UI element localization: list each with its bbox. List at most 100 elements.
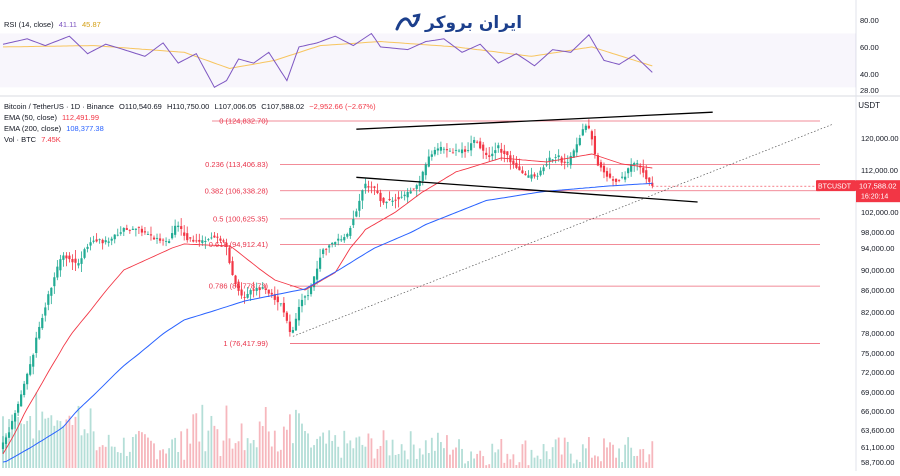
volume-bar (412, 444, 415, 468)
volume-bar (446, 435, 448, 468)
volume-bar (180, 431, 183, 468)
candle-body (210, 237, 213, 239)
candle-body (29, 364, 32, 375)
candle-body (291, 329, 295, 333)
volume-bar (587, 437, 590, 468)
price-axis-tick: 72,000.00 (861, 368, 894, 377)
ema200-label[interactable]: EMA (200, close) (4, 124, 62, 133)
volume-bar (606, 447, 608, 468)
volume-bar (316, 438, 318, 468)
candle-body (485, 152, 488, 156)
volume-bar (536, 455, 539, 468)
candle-body (104, 240, 107, 243)
candle-body (309, 286, 313, 295)
candle-body (569, 155, 572, 166)
candle-body (213, 235, 216, 238)
candle-body (65, 255, 68, 259)
volume-bar (639, 449, 642, 468)
candle-body (101, 239, 104, 244)
rsi-label: RSI (14, close) (4, 20, 54, 29)
candle-body (319, 257, 322, 269)
volume-bar (494, 452, 497, 468)
candle-body (479, 141, 482, 149)
volume-bar (328, 430, 331, 468)
candle-body (551, 159, 554, 161)
candle-body (364, 183, 367, 189)
candle-body (71, 259, 74, 263)
volume-bar (110, 446, 113, 468)
candle-body (518, 166, 521, 171)
price-axis-tick: 61,100.00 (861, 443, 894, 452)
price-axis-tick: 90,000.00 (861, 266, 894, 275)
candle-body (261, 287, 264, 289)
candle-body (201, 240, 204, 243)
volume-bar (171, 439, 174, 468)
volume-bar (319, 436, 321, 468)
candle-body (279, 303, 282, 305)
volume-label[interactable]: Vol · BTC (4, 135, 37, 144)
candle-body (352, 218, 355, 226)
candle-body (524, 173, 527, 176)
candle-body (488, 155, 491, 157)
candle-body (575, 144, 578, 153)
candle-body (174, 225, 177, 235)
volume-bar (630, 447, 633, 468)
volume-bar (201, 404, 204, 468)
candle-body (563, 161, 566, 163)
candle-body (636, 163, 639, 164)
volume-bar (11, 420, 13, 468)
volume-bar (195, 413, 198, 468)
volume-bar (355, 437, 358, 468)
rsi-axis-tick: 60.00 (860, 43, 879, 52)
candle-body (578, 138, 581, 146)
candle-body (355, 211, 358, 217)
candle-body (297, 307, 301, 321)
candle-body (134, 228, 137, 230)
candle-body (343, 237, 346, 241)
candle-body (633, 163, 636, 166)
candle-body (186, 233, 189, 241)
candle-body (168, 241, 171, 243)
candle-body (482, 144, 485, 151)
candle-body (403, 194, 406, 197)
volume-bar (104, 446, 107, 468)
volume-bar (322, 432, 325, 468)
volume-bar (282, 426, 285, 468)
candle-body (74, 258, 77, 263)
volume-bar (68, 415, 71, 468)
candle-body (285, 312, 288, 321)
candle-body (228, 247, 231, 263)
price-axis-tick: 75,000.00 (861, 349, 894, 358)
price-axis-tick: 120,000.00 (861, 134, 899, 143)
ema50-label[interactable]: EMA (50, close) (4, 113, 57, 122)
candle-body (581, 129, 584, 136)
rsi-axis-tick: 80.00 (860, 16, 879, 25)
candle-body (599, 162, 603, 168)
symbol-title[interactable]: Bitcoin / TetherUS · 1D · Binance (4, 102, 114, 111)
volume-bar (530, 449, 533, 468)
volume-bar (545, 451, 548, 468)
volume-bar (361, 444, 364, 468)
candle-body (545, 164, 548, 166)
candle-body (557, 155, 560, 158)
candle-body (35, 337, 38, 354)
volume-bar (267, 431, 270, 468)
volume-bar (41, 411, 44, 468)
candle-body (605, 171, 609, 177)
candle-body (406, 192, 409, 198)
volume-bar (331, 440, 334, 468)
volume-bar (391, 439, 394, 468)
volume-bar (144, 434, 146, 468)
volume-bar (20, 423, 23, 468)
candle-body (41, 317, 44, 329)
candle-body (608, 173, 612, 178)
volume-bar (584, 448, 587, 468)
volume-bar (255, 447, 258, 468)
volume-bar (467, 461, 469, 468)
candle-body (430, 154, 433, 157)
volume-bar (276, 451, 279, 468)
candle-body (26, 373, 29, 385)
volume-bar (240, 423, 243, 468)
